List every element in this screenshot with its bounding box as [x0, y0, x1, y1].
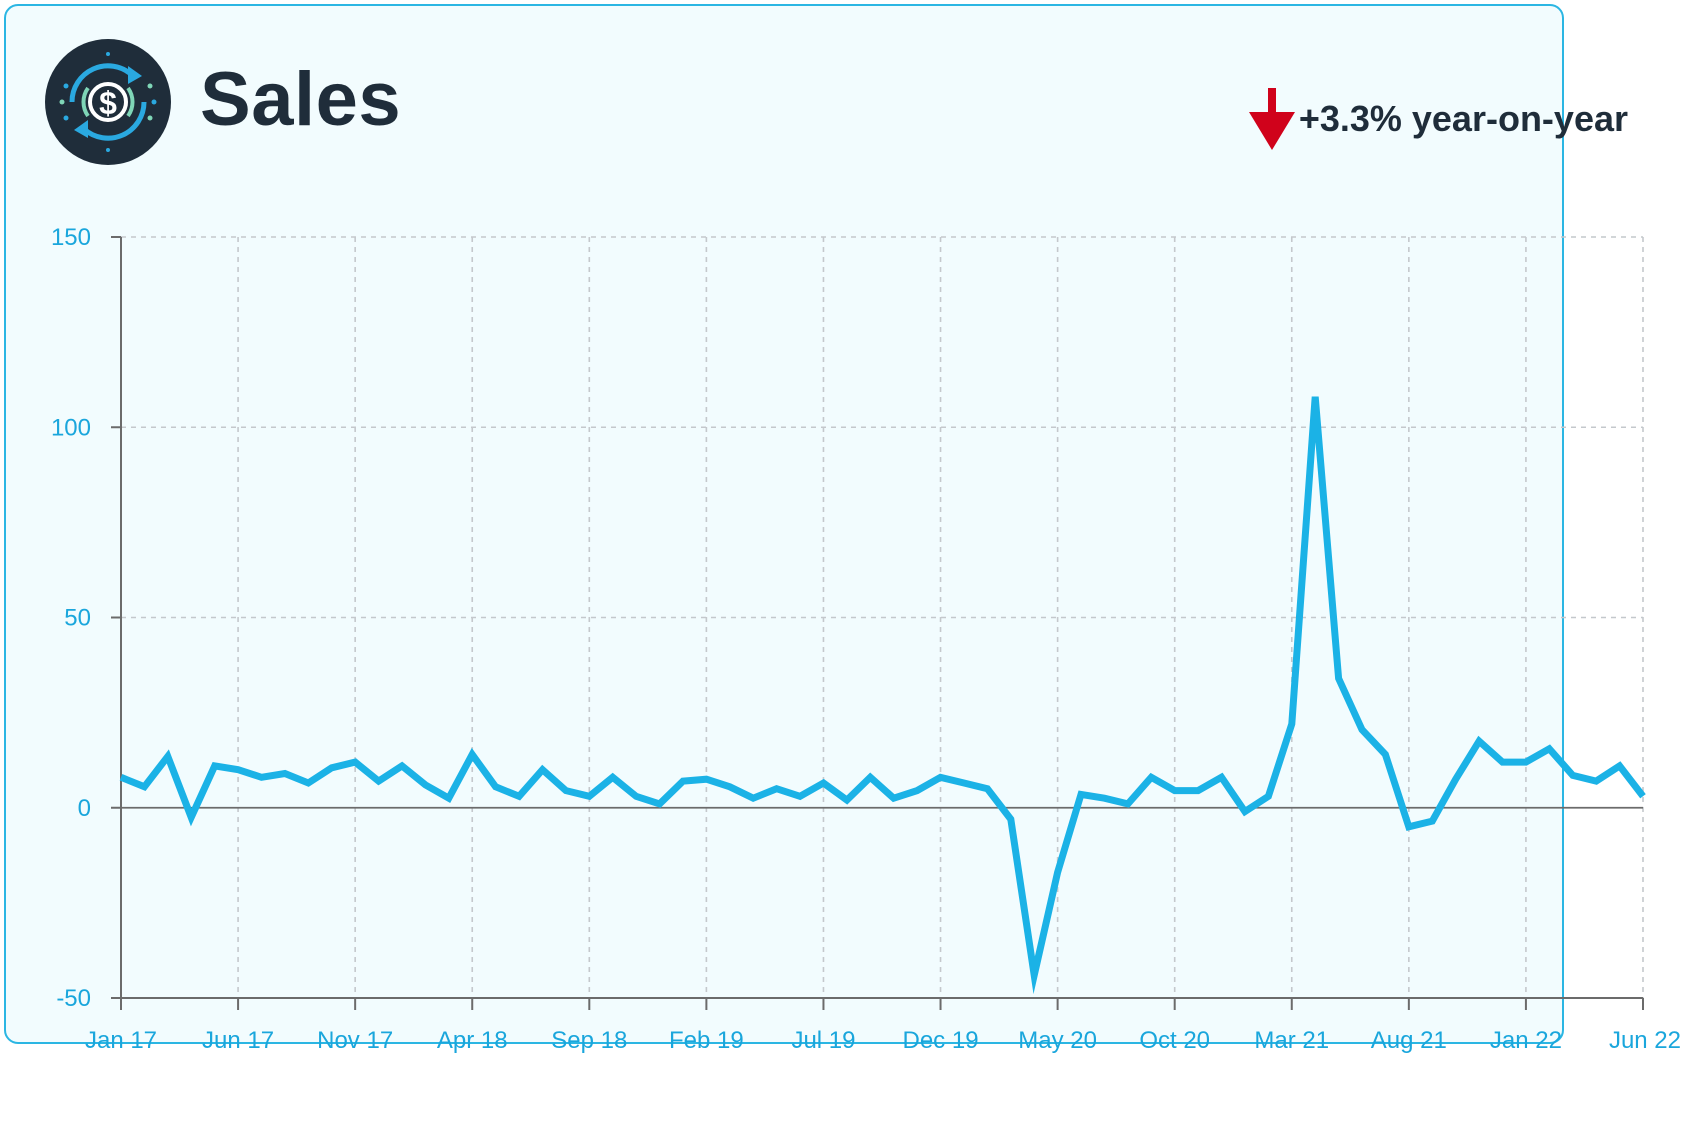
- x-tick-label: Aug 21: [1371, 1027, 1447, 1054]
- x-tick-label: Jan 22: [1490, 1027, 1562, 1054]
- x-tick-label: Nov 17: [317, 1027, 393, 1054]
- yoy-indicator: +3.3% year-on-year: [1248, 88, 1628, 150]
- yoy-text: +3.3% year-on-year: [1298, 98, 1628, 139]
- x-tick-label: May 20: [1018, 1027, 1097, 1054]
- arrow-down-icon: [1248, 88, 1295, 150]
- y-tick-label: 0: [78, 795, 91, 822]
- x-tick-label: Jan 17: [85, 1027, 157, 1054]
- svg-text:$: $: [99, 85, 117, 121]
- page-title: Sales: [200, 57, 402, 142]
- x-tick-label: Feb 19: [669, 1027, 744, 1054]
- x-tick-label: Mar 21: [1254, 1027, 1329, 1054]
- y-tick-label: 150: [51, 224, 91, 251]
- x-tick-label: Oct 20: [1139, 1027, 1210, 1054]
- x-tick-label: Jun 17: [202, 1027, 274, 1054]
- y-tick-label: -50: [56, 985, 91, 1012]
- y-tick-label: 100: [51, 414, 91, 441]
- series-line: [119, 396, 1646, 995]
- x-tick-label: Jul 19: [791, 1027, 855, 1054]
- x-tick-label: Dec 19: [903, 1027, 979, 1054]
- y-tick-label: 50: [64, 605, 91, 632]
- x-tick-label: Sep 18: [551, 1027, 627, 1054]
- x-tick-label: Apr 18: [437, 1027, 508, 1054]
- dollar-cycle-icon: $: [45, 39, 171, 165]
- x-tick-label: Jun 22: [1609, 1027, 1681, 1054]
